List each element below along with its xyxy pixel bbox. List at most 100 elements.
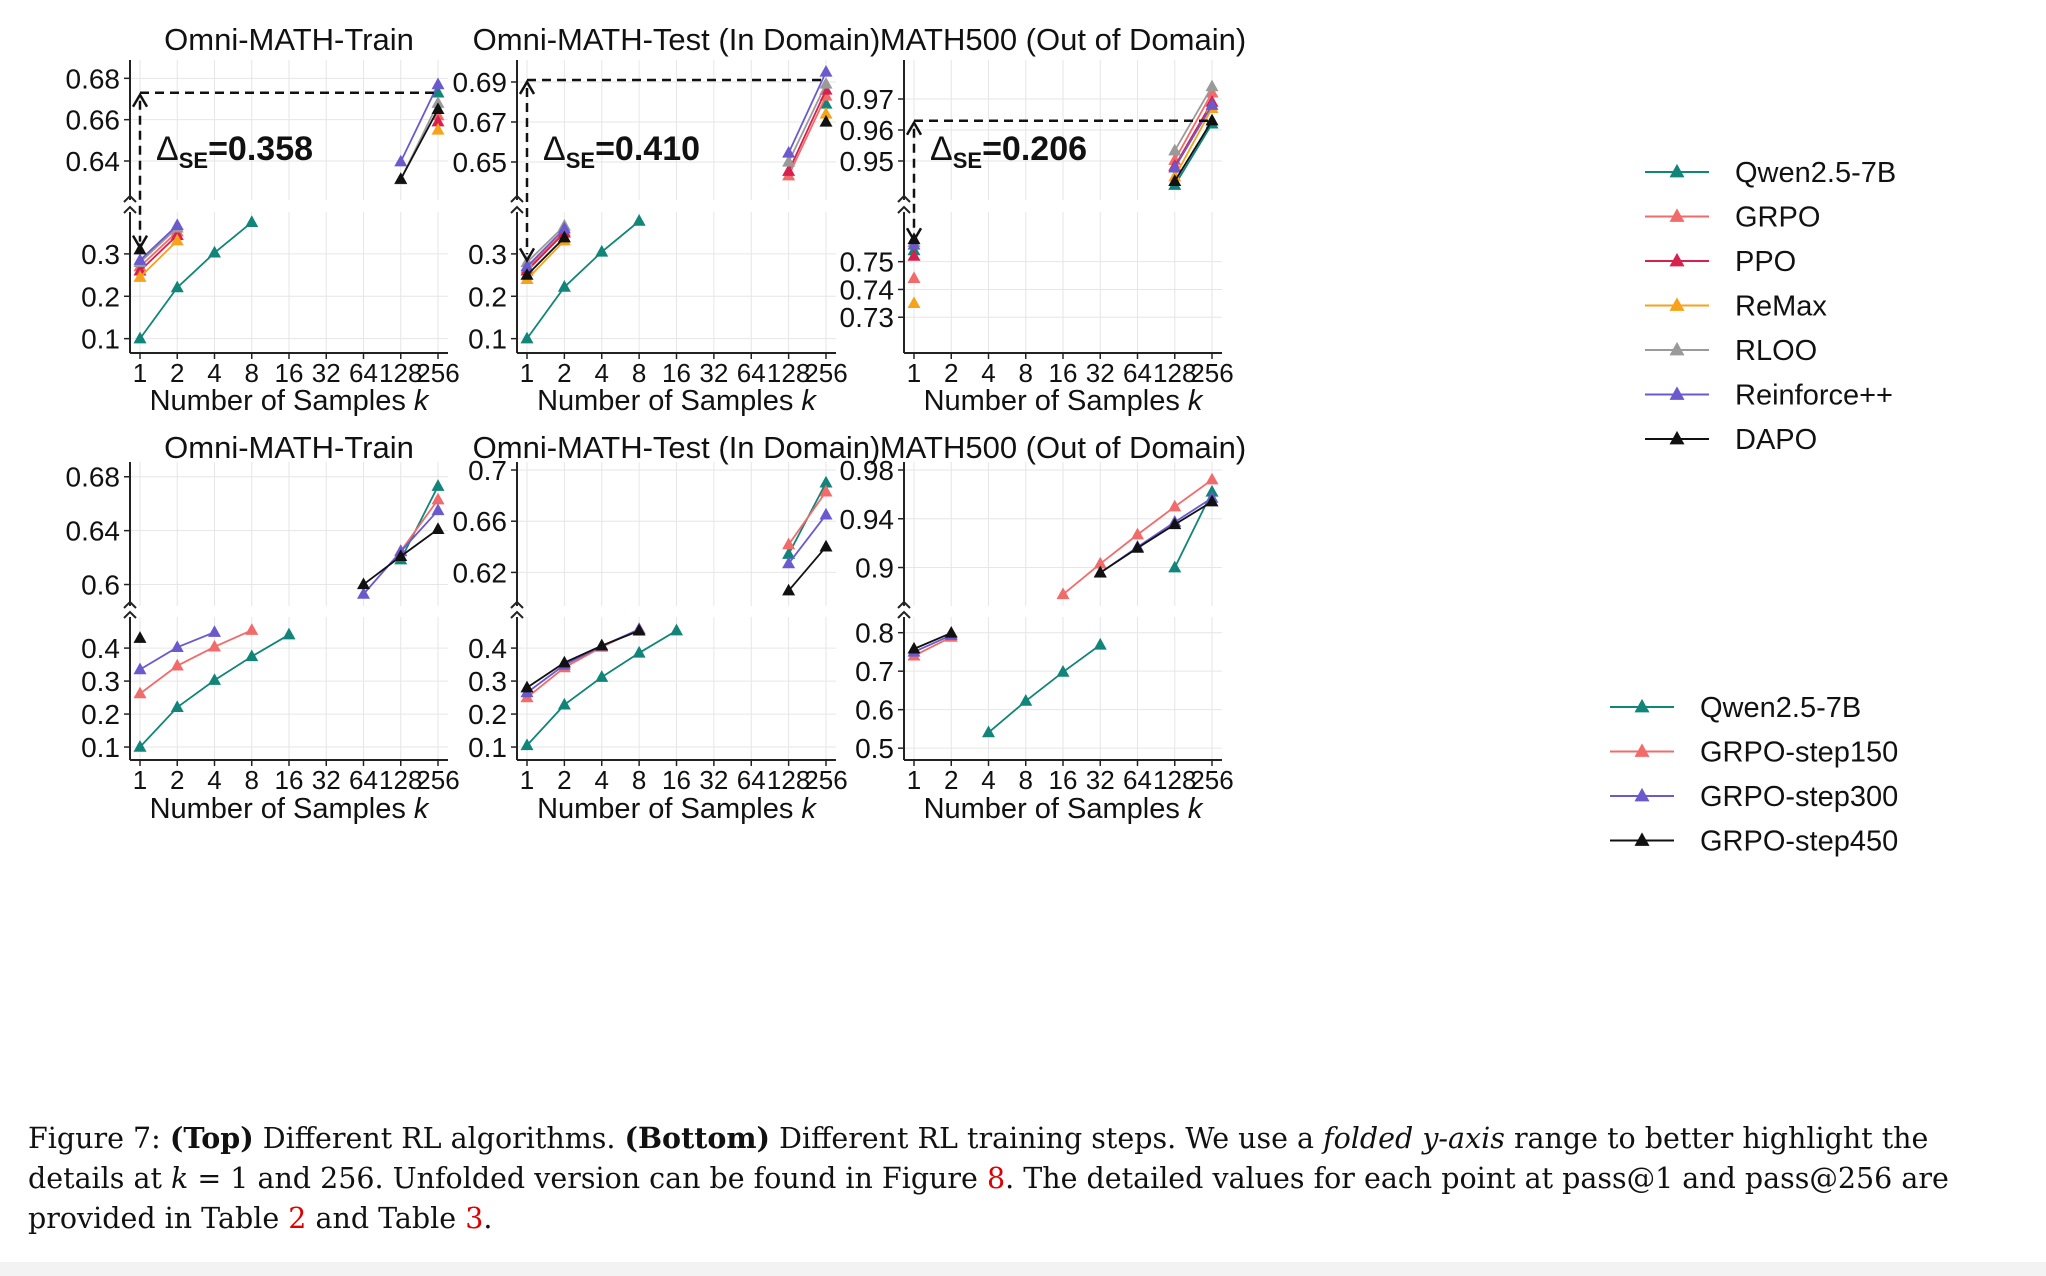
x-tick-label: 64: [1123, 765, 1152, 795]
series-line-Reinforce++: [139, 224, 178, 261]
series-line-DAPO: [1173, 120, 1213, 182]
delta-arrow-up: [518, 79, 536, 95]
series-line-GRPO-step450: [1099, 500, 1213, 574]
data-point-Reinforce++: [170, 218, 184, 231]
table-2-link[interactable]: 2: [288, 1202, 307, 1235]
data-point-Qwen2.5-7B: [982, 725, 995, 738]
legend-top-label: GRPO: [1735, 202, 1820, 234]
data-point-Qwen2.5-7B: [282, 627, 296, 640]
y-tick-label: 0.1: [468, 324, 507, 355]
data-point-ReMax: [170, 233, 184, 246]
series-line-GRPO-step150: [787, 491, 827, 546]
y-tick-label: 0.4: [81, 633, 120, 664]
data-point-GRPO-step150: [245, 623, 259, 635]
legend-top-marker: [1669, 163, 1685, 178]
data-point-GRPO-step300: [431, 503, 445, 516]
data-point-GRPO-step450: [944, 625, 958, 638]
caption-text-e: .: [483, 1202, 493, 1235]
data-point-Qwen2.5-7B: [520, 331, 534, 344]
delta-arrow-up: [131, 92, 149, 108]
legend-bottom-marker: [1634, 832, 1650, 846]
x-tick-label: 16: [1049, 358, 1078, 388]
y-tick-label: 0.1: [81, 732, 120, 763]
series-line-GRPO-step450: [787, 546, 827, 592]
data-point-GRPO-step450: [394, 549, 408, 562]
data-point-GRPO-step150: [1131, 527, 1144, 540]
data-point-Reinforce++: [394, 154, 408, 167]
y-tick-label: 0.3: [468, 666, 507, 697]
data-point-GRPO-step450: [1131, 541, 1144, 553]
y-tick-label: 0.3: [81, 666, 120, 697]
x-tick-label: 4: [595, 358, 609, 388]
legend-bottom-marker: [1634, 787, 1650, 802]
x-tick-label: 4: [207, 765, 221, 795]
data-point-GRPO-step300: [357, 587, 370, 599]
data-point-ReMax: [133, 270, 147, 282]
x-tick-label: 8: [632, 765, 646, 795]
series-line-DAPO: [399, 108, 439, 180]
y-tick-label: 0.6: [81, 570, 120, 601]
data-point-ReMax: [431, 122, 445, 135]
x-tick-label: 128: [1153, 358, 1196, 388]
x-tick-label: 1: [520, 358, 534, 388]
x-tick-label: 64: [737, 765, 766, 795]
series-line-Reinforce++: [1173, 104, 1213, 169]
x-tick-label: 2: [170, 765, 184, 795]
x-tick-label: 16: [275, 765, 304, 795]
chart-title: Omni-MATH-Test (In Domain): [473, 22, 881, 57]
y-tick-label: 0.1: [81, 324, 120, 355]
data-point-Qwen2.5-7B: [133, 740, 147, 752]
series-line-GRPO-step150: [913, 636, 952, 657]
legend-top-marker: [1669, 208, 1685, 222]
data-point-GRPO-step150: [431, 492, 445, 505]
data-point-GRPO-step450: [595, 638, 609, 651]
data-point-GRPO-step150: [133, 686, 147, 699]
series-line-ReMax: [526, 240, 566, 280]
data-point-Reinforce++: [431, 77, 445, 90]
caption-text-a: range to better highlight the details at: [28, 1122, 1929, 1195]
table-3-link[interactable]: 3: [465, 1202, 484, 1235]
caption-top-text: Different RL algorithms.: [262, 1122, 616, 1155]
chart-title: MATH500 (Out of Domain): [880, 430, 1246, 465]
series-line-GRPO-step300: [787, 514, 827, 565]
data-point-GRPO-step150: [782, 537, 796, 550]
y-tick-label: 0.69: [453, 67, 508, 98]
data-point-Reinforce++: [1168, 160, 1182, 173]
y-tick-label: 0.2: [468, 699, 507, 730]
data-point-Qwen2.5-7B: [1019, 694, 1033, 706]
y-tick-label: 0.8: [855, 618, 894, 649]
x-tick-label: 256: [416, 358, 459, 388]
data-point-Reinforce++: [782, 145, 796, 158]
figure-8-link[interactable]: 8: [986, 1162, 1006, 1195]
y-tick-label: 0.62: [453, 557, 508, 588]
x-tick-label: 16: [1049, 765, 1078, 795]
legend-top-label: DAPO: [1735, 424, 1817, 456]
data-point-Qwen2.5-7B: [819, 475, 833, 488]
x-tick-label: 8: [1019, 358, 1033, 388]
x-tick-label: 32: [1086, 358, 1115, 388]
data-point-GRPO-step450: [1093, 565, 1107, 578]
y-tick-label: 0.96: [840, 115, 895, 146]
chart-title: MATH500 (Out of Domain): [880, 22, 1246, 57]
axis-break-mark: [123, 194, 137, 214]
x-tick-label: 128: [379, 765, 422, 795]
x-tick-label: 4: [981, 358, 995, 388]
legend-bottom-label: GRPO-step150: [1700, 737, 1898, 769]
y-tick-label: 0.73: [840, 302, 895, 333]
series-line-GRPO-step150: [139, 629, 253, 695]
data-point-DAPO: [394, 172, 408, 184]
data-point-Qwen2.5-7B: [632, 214, 646, 226]
legend-top-marker: [1669, 297, 1685, 311]
chart-title: Omni-MATH-Train: [164, 22, 414, 57]
x-tick-label: 256: [1190, 358, 1233, 388]
data-point-RLOO: [1205, 79, 1219, 92]
data-point-Qwen2.5-7B: [133, 331, 147, 344]
data-point-GRPO-step150: [170, 658, 184, 671]
data-point-GRPO-step450: [357, 577, 370, 590]
data-point-GRPO-step300: [170, 640, 184, 653]
x-tick-label: 2: [944, 358, 958, 388]
y-tick-label: 0.66: [66, 105, 121, 136]
x-axis-label: Number of Samples k: [924, 793, 1204, 825]
y-tick-label: 0.7: [855, 656, 894, 687]
